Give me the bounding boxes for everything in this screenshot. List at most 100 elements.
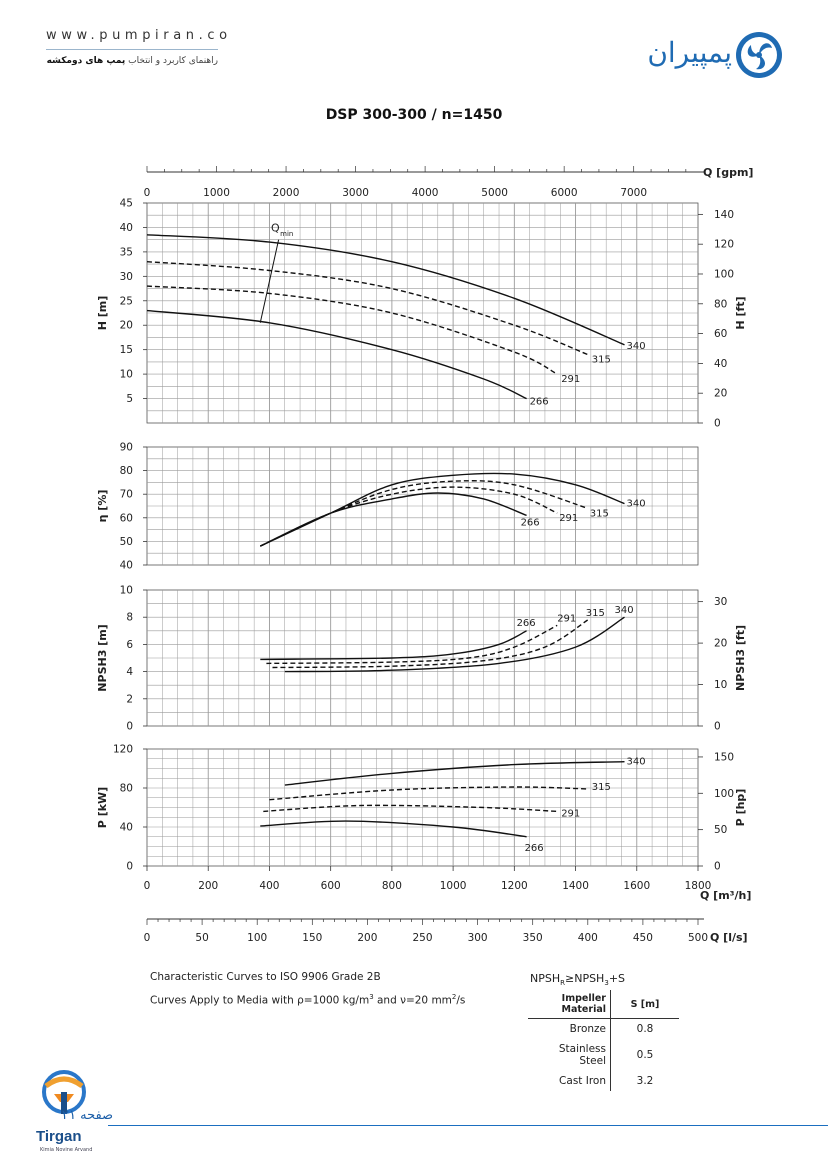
head-ytick-label: 5 xyxy=(126,393,133,405)
m3h-tick-label: 1800 xyxy=(685,880,712,892)
media-rho: ρ=1000 kg/m xyxy=(297,994,370,1007)
header-tagline: راهنمای کاربرد و انتخاب پمپ های دومکشه xyxy=(46,56,218,66)
s-cell: 3.2 xyxy=(636,1075,654,1087)
head-ytick-right-label: 80 xyxy=(714,298,727,310)
media-note-prefix: Curves Apply to Media with xyxy=(150,994,298,1007)
npsh-curve-266 xyxy=(260,630,527,661)
eff-ytick-label: 60 xyxy=(120,512,133,524)
power-ytick-label: 80 xyxy=(120,783,133,795)
ls-tick-label: 500 xyxy=(688,932,708,944)
npsh-ytick-right-label: 0 xyxy=(714,721,721,733)
npsh-curve-315 xyxy=(272,619,589,669)
footer-logo-sub: Kimia Novine Arvand xyxy=(40,1147,93,1153)
head-ytick-right-label: 120 xyxy=(714,239,734,251)
m3h-tick-label: 600 xyxy=(321,880,341,892)
npsh-curve-label-315: 315 xyxy=(586,608,605,619)
tagline-bold: پمپ های دومکشه xyxy=(46,56,126,66)
npsh-ytick-right-label: 20 xyxy=(714,638,727,650)
npsh-curve-340 xyxy=(284,616,625,673)
header-divider xyxy=(46,49,218,50)
power-ytick-right-label: 0 xyxy=(714,861,721,873)
footer-divider xyxy=(108,1125,828,1126)
eff-curve-label-340: 340 xyxy=(627,499,646,510)
eff-curve-315 xyxy=(260,480,589,547)
formula-c: +S xyxy=(608,972,626,985)
media-nu: ν=20 mm xyxy=(400,994,452,1007)
head-curve-266 xyxy=(146,309,527,400)
npsh-curve-291 xyxy=(266,624,558,665)
power-ytick-right-label: 100 xyxy=(714,788,734,800)
power-curve-label-340: 340 xyxy=(627,757,646,768)
pump-logo-icon xyxy=(736,32,782,78)
eff-ylabel: η [%] xyxy=(96,490,109,523)
table-row: Stainless Steel 0.5 xyxy=(528,1039,679,1071)
ls-tick-label: 200 xyxy=(357,932,377,944)
npsh-ytick-label: 4 xyxy=(126,666,133,678)
npsh-ytick-label: 6 xyxy=(126,639,133,651)
head-ytick-right-label: 0 xyxy=(714,418,721,430)
ls-tick-label: 250 xyxy=(412,932,432,944)
gpm-axis-label: Q [gpm] xyxy=(703,166,753,179)
tagline-plain: راهنمای کاربرد و انتخاب xyxy=(128,56,218,66)
tirgan-logo-icon xyxy=(42,1070,86,1114)
head-ytick-label: 15 xyxy=(120,344,133,356)
npsh-ytick-right-label: 10 xyxy=(714,679,727,691)
material-cell: Stainless Steel xyxy=(528,1039,611,1071)
ls-tick-label: 150 xyxy=(302,932,322,944)
ls-tick-label: 50 xyxy=(195,932,208,944)
power-ytick-right-label: 150 xyxy=(714,751,734,763)
head-ytick-right-label: 100 xyxy=(714,268,734,280)
gpm-tick-label: 6000 xyxy=(551,187,578,199)
material-cell: Bronze xyxy=(528,1018,611,1039)
power-ylabel-right: P [hp] xyxy=(734,789,747,827)
formula-a: NPSH xyxy=(530,972,561,985)
gpm-tick-label: 0 xyxy=(144,187,151,199)
head-ytick-label: 10 xyxy=(120,369,133,381)
power-curve-label-291: 291 xyxy=(561,808,580,819)
website-url[interactable]: www.pumpiran.co xyxy=(46,28,232,43)
npsh-ytick-right-label: 30 xyxy=(714,596,727,608)
m3h-tick-label: 1200 xyxy=(501,880,528,892)
m3h-tick-label: 1000 xyxy=(440,880,467,892)
eff-curve-340 xyxy=(260,472,625,547)
s-cell: 0.8 xyxy=(636,1023,654,1035)
ls-axis-label: Q [l/s] xyxy=(710,931,748,944)
head-curve-340 xyxy=(146,234,625,346)
iso-note: Characteristic Curves to ISO 9906 Grade … xyxy=(150,971,381,983)
gpm-tick-label: 7000 xyxy=(620,187,647,199)
m3h-axis-label: Q [m³/h] xyxy=(700,889,751,902)
col-material-header: Impeller Material xyxy=(528,990,611,1019)
gpm-tick-label: 2000 xyxy=(273,187,300,199)
formula-a-sub: R xyxy=(560,979,565,988)
eff-curve-label-315: 315 xyxy=(590,508,609,519)
power-curve-291 xyxy=(263,804,558,813)
power-curve-315 xyxy=(269,786,588,801)
power-curve-label-266: 266 xyxy=(525,843,544,854)
npsh-curve-label-340: 340 xyxy=(615,605,634,616)
ls-tick-label: 450 xyxy=(633,932,653,944)
head-curve-label-266: 266 xyxy=(530,397,549,408)
media-nu-exp: 2 xyxy=(451,993,457,1001)
s-cell: 0.5 xyxy=(636,1049,654,1061)
npsh-curve-label-266: 266 xyxy=(517,618,536,629)
m3h-tick-label: 1400 xyxy=(562,880,589,892)
m3h-tick-label: 0 xyxy=(144,880,151,892)
npsh-margin-table: Impeller Material S [m] Bronze 0.8 Stain… xyxy=(528,990,679,1091)
npsh-ytick-label: 10 xyxy=(120,585,133,597)
npsh-ylabel: NPSH3 [m] xyxy=(96,624,109,691)
table-row: Cast Iron 3.2 xyxy=(528,1071,679,1091)
eff-ytick-label: 90 xyxy=(120,442,133,454)
head-ytick-label: 40 xyxy=(120,222,133,234)
eff-curve-label-291: 291 xyxy=(559,513,578,524)
media-nu-suffix: /s xyxy=(456,994,466,1007)
npsh-ytick-label: 0 xyxy=(126,721,133,733)
chart-title: DSP 300-300 / n=1450 xyxy=(325,107,503,123)
m3h-tick-label: 400 xyxy=(259,880,279,892)
ls-tick-label: 0 xyxy=(144,932,151,944)
formula-b: ≥NPSH xyxy=(565,972,605,985)
m3h-tick-label: 800 xyxy=(382,880,402,892)
power-ytick-right-label: 50 xyxy=(714,824,727,836)
head-curve-label-340: 340 xyxy=(627,341,646,352)
brand-name: پمپیران xyxy=(647,36,732,69)
